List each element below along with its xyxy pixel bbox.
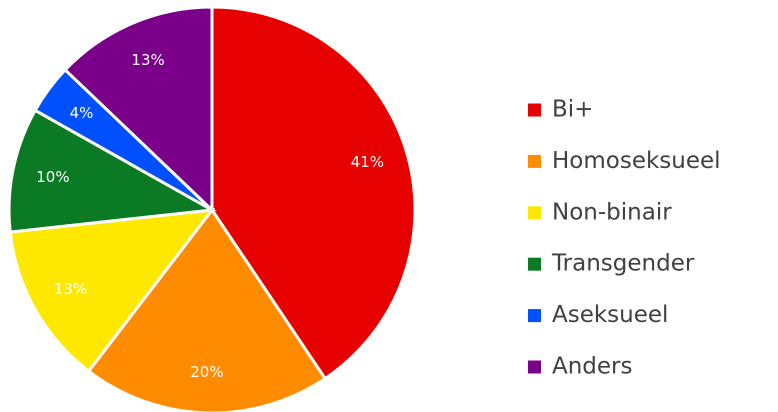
slice-label: 20%	[190, 363, 223, 381]
slice-label: 10%	[36, 168, 69, 186]
legend-swatch	[528, 154, 541, 168]
slice-label: 41%	[351, 153, 384, 171]
pie-slice	[8, 208, 216, 374]
pie-slice	[63, 5, 214, 214]
slice-label: 4%	[70, 104, 94, 122]
legend-label: Anders	[552, 354, 633, 380]
legend-swatch	[528, 257, 541, 271]
legend-swatch	[528, 360, 541, 374]
pie-slice	[7, 108, 217, 234]
pie-slice	[86, 207, 328, 412]
pie-slice	[210, 5, 417, 381]
legend-label: Transgender	[551, 251, 695, 277]
legend-swatch	[528, 309, 541, 323]
legend-label: Homoseksueel	[552, 148, 721, 174]
slice-label: 13%	[131, 51, 164, 69]
legend-label: Aseksueel	[552, 302, 668, 328]
legend-label: Non-binair	[552, 199, 672, 225]
legend-swatch	[528, 206, 541, 220]
slice-label: 13%	[54, 280, 87, 298]
legend-label: Bi+	[552, 97, 593, 123]
legend-swatch	[528, 103, 541, 117]
